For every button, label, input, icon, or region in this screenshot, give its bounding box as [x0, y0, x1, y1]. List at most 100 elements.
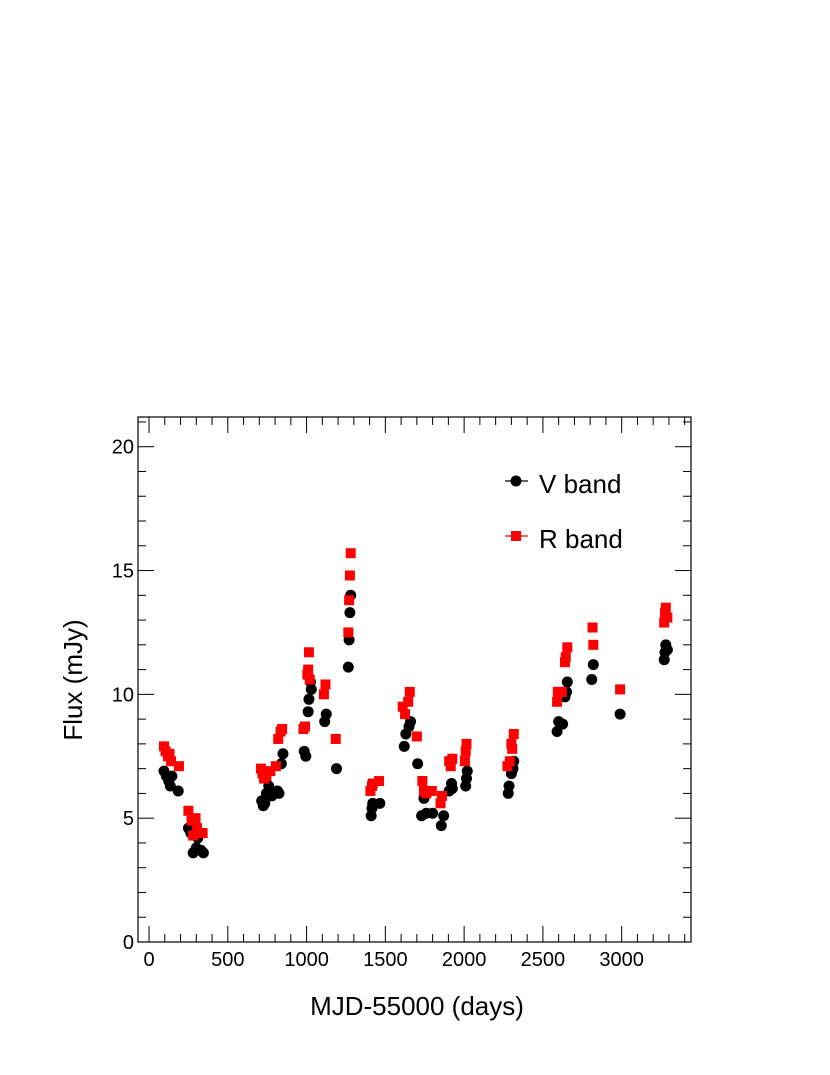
- v-band-point: [273, 787, 285, 799]
- y-tick-label: 20: [112, 437, 134, 459]
- r-band-point: [188, 830, 199, 841]
- v-band-point: [503, 780, 515, 792]
- v-band-point: [561, 676, 573, 688]
- r-band-point: [344, 595, 355, 606]
- r-band-point: [417, 776, 428, 787]
- r-band-point: [507, 743, 518, 754]
- x-tick-label: 2500: [521, 949, 566, 971]
- r-band-point: [183, 805, 194, 816]
- r-band-point: [562, 642, 573, 653]
- r-band-point: [330, 733, 341, 744]
- r-band-point: [504, 756, 515, 767]
- r-band-point: [190, 813, 201, 824]
- v-band-point: [427, 807, 439, 819]
- r-band-point: [508, 728, 519, 739]
- v-band-point: [166, 770, 178, 782]
- x-tick-label: 2000: [442, 949, 487, 971]
- r-band-point: [304, 674, 315, 685]
- v-band-point: [300, 750, 312, 762]
- r-band-point: [318, 689, 329, 700]
- v-band-point: [164, 780, 176, 792]
- r-band-point: [164, 748, 175, 759]
- r-band-point: [588, 639, 599, 650]
- r-band-point: [426, 785, 437, 796]
- y-tick-label: 15: [112, 561, 134, 583]
- r-band-point: [374, 776, 385, 787]
- v-band-point: [661, 644, 673, 656]
- r-band-point: [587, 622, 598, 633]
- r-band-point: [277, 724, 288, 735]
- v-band-point: [342, 661, 354, 673]
- r-band-point: [320, 679, 331, 690]
- r-band-point: [660, 602, 671, 613]
- x-axis-title: MJD-55000 (days): [310, 991, 524, 1021]
- v-band-point: [344, 607, 356, 619]
- plot-frame: [137, 416, 692, 943]
- v-band-point: [435, 820, 447, 832]
- r-band-point: [435, 798, 446, 809]
- r-band-point: [404, 686, 415, 697]
- x-tick-label: 1500: [363, 949, 408, 971]
- r-band-point: [367, 778, 378, 789]
- legend-r-band-label: R band: [539, 524, 623, 554]
- x-tick-label: 0: [143, 949, 154, 971]
- r-band-point: [556, 686, 567, 697]
- r-band-point: [447, 753, 458, 764]
- r-band-point: [662, 612, 673, 623]
- v-band-point: [586, 674, 598, 685]
- axis-ticks: [138, 417, 691, 943]
- r-band-point: [552, 696, 563, 707]
- v-band-point: [461, 765, 473, 777]
- v-band-point: [587, 659, 599, 671]
- v-band-point: [320, 708, 332, 720]
- r-band-point: [344, 570, 355, 581]
- r-band-point: [273, 733, 284, 744]
- legend-v-band-marker: [510, 475, 522, 487]
- v-band-point: [331, 763, 343, 775]
- r-band-point: [197, 828, 208, 839]
- r-band-series: [158, 548, 673, 841]
- r-band-point: [265, 766, 276, 777]
- r-band-point: [270, 761, 281, 772]
- r-band-point: [460, 746, 471, 757]
- r-band-point: [445, 761, 456, 772]
- r-band-point: [400, 709, 411, 720]
- r-band-point: [166, 756, 177, 767]
- x-tick-label: 1000: [284, 949, 329, 971]
- y-tick-label: 0: [123, 932, 134, 954]
- v-band-point: [197, 847, 209, 859]
- y-axis-title: Flux (mJy): [58, 619, 88, 740]
- v-band-point: [438, 810, 450, 822]
- r-band-point: [345, 548, 356, 559]
- r-band-point: [437, 790, 448, 801]
- r-band-point: [343, 627, 354, 638]
- legend: V band R band: [505, 469, 623, 554]
- x-tick-label: 3000: [599, 949, 644, 971]
- legend-r-band-marker: [511, 531, 521, 541]
- y-tick-label: 5: [123, 808, 134, 830]
- v-band-point: [277, 748, 289, 760]
- v-band-point: [398, 740, 410, 752]
- v-band-point: [374, 797, 386, 809]
- r-band-point: [411, 731, 422, 742]
- legend-v-band-label: V band: [539, 469, 621, 499]
- r-band-point: [459, 756, 470, 767]
- v-band-point: [614, 708, 626, 720]
- v-band-point: [303, 693, 315, 705]
- v-band-point: [446, 782, 458, 794]
- v-band-point: [557, 718, 569, 730]
- tick-labels: 0 500 1000 1500 2000 2500 3000 0 5 10 15 20: [112, 437, 644, 971]
- v-band-series: [158, 589, 673, 859]
- r-band-point: [421, 788, 432, 799]
- v-band-point: [305, 683, 317, 695]
- v-band-point: [172, 785, 184, 797]
- r-band-point: [615, 684, 626, 695]
- r-band-point: [173, 761, 184, 772]
- r-band-point: [403, 696, 414, 707]
- r-band-point: [461, 738, 472, 749]
- r-band-point: [303, 664, 314, 675]
- v-band-point: [259, 797, 271, 809]
- r-band-point: [560, 652, 571, 663]
- v-band-point: [302, 706, 314, 718]
